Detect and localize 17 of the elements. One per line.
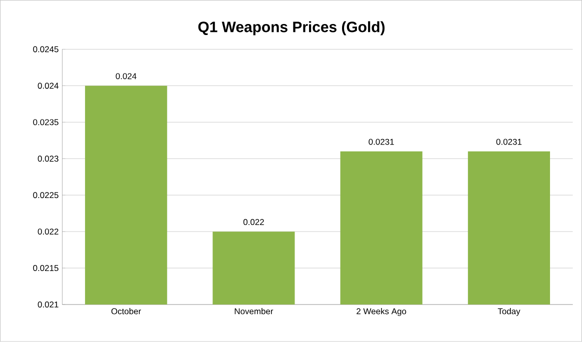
x-tick-label: 2 Weeks Ago: [356, 308, 406, 316]
y-tick-label: 0.024: [38, 82, 58, 89]
y-tick-label: 0.021: [38, 302, 58, 308]
data-label: 0.0231: [496, 138, 522, 145]
y-tick-label: 0.0245: [33, 46, 58, 52]
data-label: 0.024: [116, 73, 136, 80]
data-label: 0.0231: [368, 138, 394, 145]
chart-title: Q1 Weapons Prices (Gold): [198, 21, 385, 36]
x-tick-label: Today: [498, 308, 520, 316]
y-tick-label: 0.0225: [33, 192, 58, 198]
y-tick-label: 0.023: [38, 156, 58, 162]
y-tick-label: 0.0235: [33, 119, 58, 126]
y-tick-label: 0.0215: [33, 265, 58, 272]
x-tick-label: October: [111, 308, 142, 314]
x-tick-label: November: [234, 308, 274, 314]
y-tick-label: 0.022: [38, 228, 58, 235]
data-label: 0.022: [243, 219, 264, 226]
